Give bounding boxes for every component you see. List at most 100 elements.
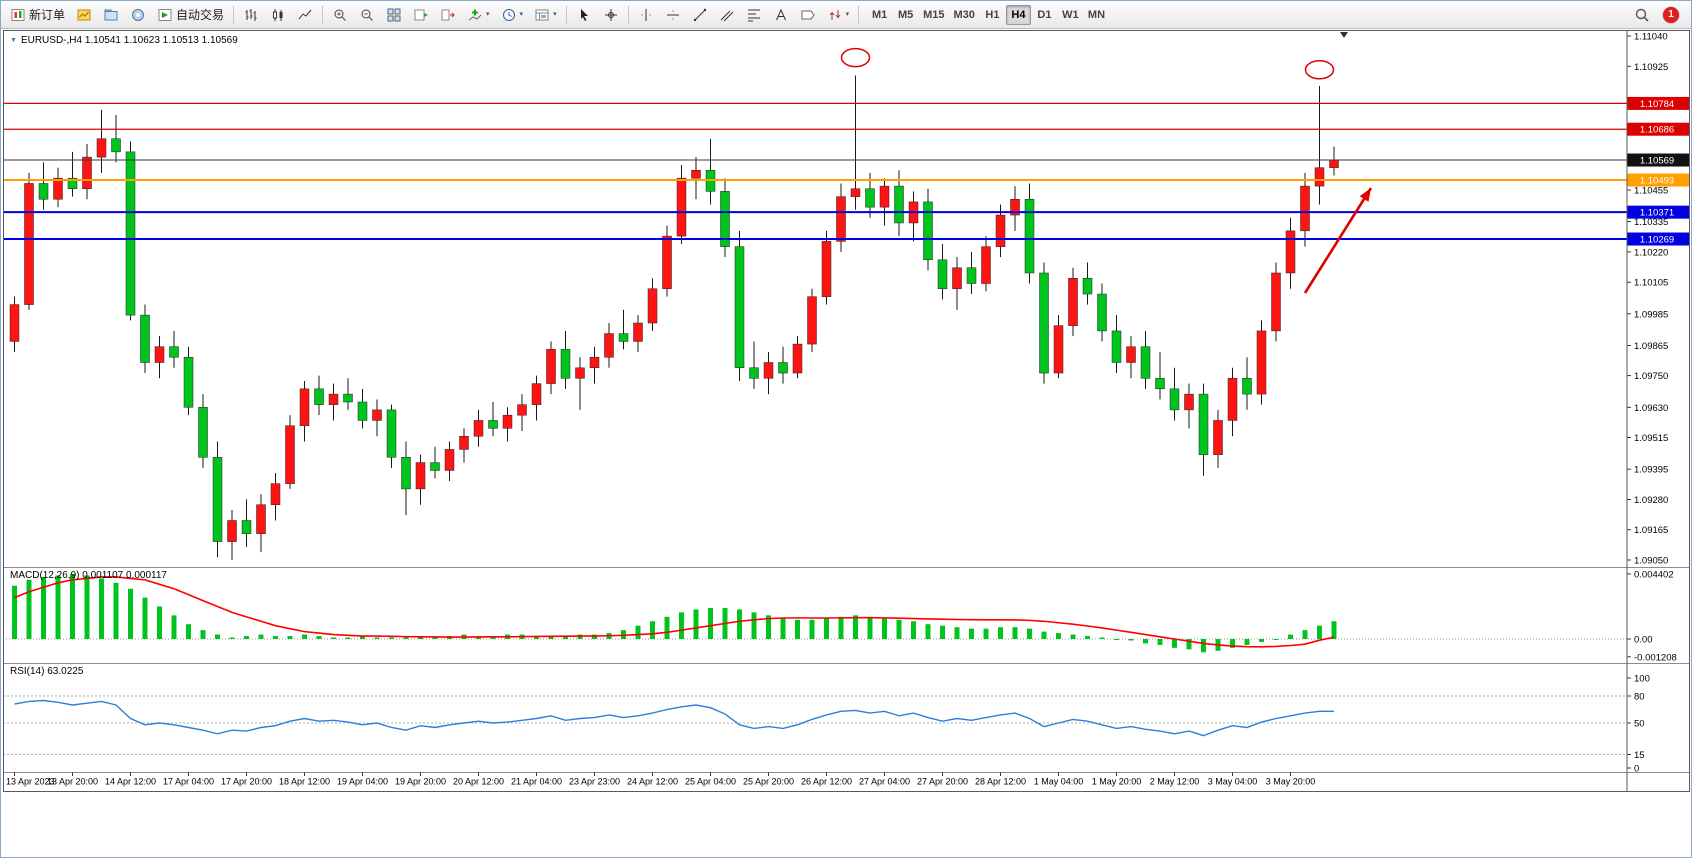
line-chart-button[interactable] <box>292 3 318 26</box>
bar-chart-button[interactable] <box>238 3 264 26</box>
toolbar-separator <box>858 5 860 24</box>
symbol-dropdown-icon[interactable]: ▼ <box>10 37 17 44</box>
chart-canvas[interactable]: 1.11040 1.10925 1.10455 1.10335 1.10220 1.101… <box>3 30 1690 792</box>
new-order-button[interactable]: 新订单 <box>5 3 70 26</box>
chart-shift-button[interactable] <box>435 3 461 26</box>
candle-body <box>212 457 223 542</box>
candle-body <box>560 349 571 379</box>
timeframe-h1-button[interactable]: H1 <box>980 5 1005 25</box>
time-label: 24 Apr 12:00 <box>627 777 678 787</box>
time-label: 23 Apr 23:00 <box>569 777 620 787</box>
zoom-out-button[interactable] <box>354 3 380 26</box>
time-label: 2 May 12:00 <box>1150 777 1200 787</box>
macd-histogram-bar <box>26 579 32 639</box>
profiles-button[interactable] <box>98 3 124 26</box>
macd-histogram-bar <box>969 628 974 639</box>
timeframe-m1-button[interactable]: M1 <box>867 5 892 25</box>
candlestick-button[interactable] <box>265 3 291 26</box>
autotrading-button[interactable]: 自动交易 <box>152 3 229 26</box>
candle-body <box>604 333 614 358</box>
time-label: 17 Apr 04:00 <box>163 777 214 787</box>
rsi-axis-label: 0 <box>1634 764 1639 775</box>
candle-body <box>937 259 948 290</box>
periods-button[interactable]: ▾ <box>496 3 529 26</box>
channel-button[interactable] <box>714 3 740 26</box>
timeframe-m5-button[interactable]: M5 <box>893 5 918 25</box>
time-label: 21 Apr 04:00 <box>511 777 562 787</box>
toolbar-separator <box>322 5 324 24</box>
candle-body <box>1111 330 1122 363</box>
highlight-ellipse-2[interactable] <box>1304 59 1335 80</box>
fibonacci-button[interactable] <box>741 3 767 26</box>
candle-body <box>618 333 629 342</box>
candle-body <box>517 404 527 416</box>
macd-histogram-bar <box>273 636 278 639</box>
macd-histogram-bar <box>548 636 554 639</box>
macd-histogram-bar <box>1070 634 1076 639</box>
timeframe-m15-button[interactable]: M15 <box>919 5 948 25</box>
pivot-line-orange-price-label: 1.10493 <box>1640 176 1674 187</box>
price-tick-label: 1.09515 <box>1634 433 1668 444</box>
dropdown-caret-icon: ▾ <box>553 11 557 18</box>
channel-icon <box>720 10 733 21</box>
macd-histogram-bar <box>1230 639 1235 648</box>
timeframe-m30-button[interactable]: M30 <box>950 5 979 25</box>
auto-scroll-button[interactable] <box>408 3 434 26</box>
trendline-button[interactable] <box>687 3 713 26</box>
highlight-ellipse-1[interactable] <box>840 47 871 68</box>
chart-shift-marker[interactable] <box>1340 32 1348 38</box>
candle-body <box>952 267 962 290</box>
macd-histogram-bar <box>896 619 902 639</box>
tile-windows-button[interactable] <box>381 3 407 26</box>
chart-window[interactable]: 1.11040 1.10925 1.10455 1.10335 1.10220 1.101… <box>3 30 1690 792</box>
dropdown-caret-icon: ▾ <box>486 11 490 18</box>
price-tick-label: 1.09985 <box>1634 309 1668 320</box>
data-window-button[interactable] <box>125 3 151 26</box>
macd-histogram-bar <box>737 609 742 639</box>
macd-histogram-bar <box>940 625 945 639</box>
label-tool-button[interactable] <box>795 3 821 26</box>
fibonacci-icon <box>747 9 760 21</box>
text-tool-button[interactable] <box>768 3 794 26</box>
indicators-button[interactable]: ▾ <box>462 3 495 26</box>
timeframe-h4-button[interactable]: H4 <box>1005 4 1031 25</box>
macd-histogram-bar <box>403 636 409 639</box>
resistance-line-upper-price-box <box>1627 96 1689 110</box>
timeframe-d1-button[interactable]: D1 <box>1032 5 1057 25</box>
candle-body <box>734 246 745 369</box>
macd-histogram-bar <box>1085 636 1090 639</box>
timeframe-mn-button[interactable]: MN <box>1084 5 1109 25</box>
candle-body <box>459 435 469 450</box>
macd-histogram-bar <box>925 624 931 639</box>
text-tool-icon <box>775 8 786 20</box>
price-tick-label: 1.10220 <box>1634 247 1668 258</box>
macd-histogram-bar <box>1317 625 1322 639</box>
candle-body <box>633 322 643 342</box>
price-tick-label: 1.09165 <box>1634 525 1668 536</box>
vertical-line-button[interactable] <box>633 3 659 26</box>
crosshair-button[interactable] <box>598 3 624 26</box>
horizontal-line-button[interactable] <box>660 3 686 26</box>
notification-badge[interactable]: 1 <box>1663 6 1679 23</box>
timeframe-w1-button[interactable]: W1 <box>1058 5 1083 25</box>
price-tick-label: 1.09280 <box>1634 495 1668 506</box>
line-chart-icon <box>298 9 312 19</box>
macd-histogram-bar <box>838 616 844 639</box>
candle-body <box>1227 378 1238 421</box>
templates-button[interactable]: ▾ <box>529 3 562 26</box>
cursor-button[interactable] <box>571 3 597 26</box>
new-chart-button[interactable] <box>71 3 97 26</box>
zoom-in-button[interactable] <box>327 3 353 26</box>
price-tick-label: 1.09750 <box>1634 371 1668 382</box>
arrows-tool-button[interactable]: ▾ <box>822 3 855 26</box>
time-label: 27 Apr 20:00 <box>917 777 968 787</box>
candle-body <box>981 246 991 284</box>
search-button[interactable] <box>1629 3 1655 26</box>
macd-histogram-bar <box>679 612 684 639</box>
trend-arrow-shaft[interactable] <box>1303 187 1373 294</box>
macd-histogram-bar <box>157 606 162 639</box>
candle-body <box>285 425 295 484</box>
macd-histogram-bar <box>780 618 786 639</box>
auto-scroll-icon <box>414 9 429 20</box>
